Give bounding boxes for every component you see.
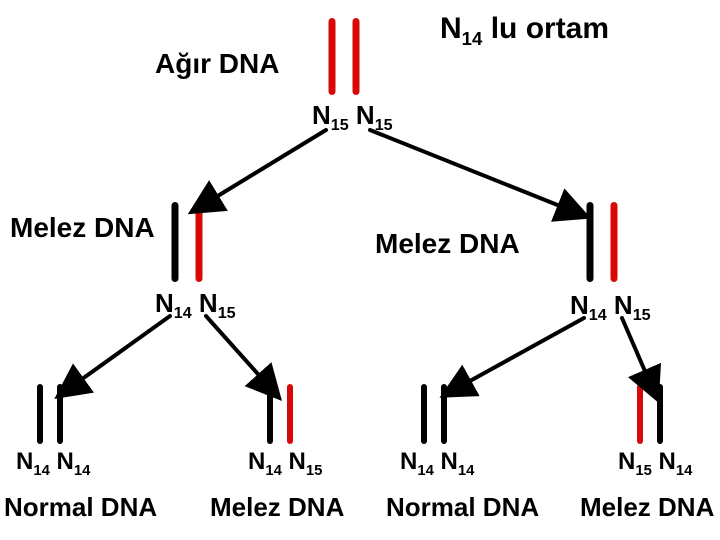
strand-b2-left <box>267 384 273 444</box>
arrow-4 <box>450 318 584 392</box>
strand-b1-right <box>57 384 63 444</box>
arrow-0 <box>198 130 326 208</box>
strand-midR-left <box>587 202 594 282</box>
strand-b4-right <box>657 384 663 444</box>
label-bot-label-3: Normal DNA <box>386 492 539 523</box>
strand-b3-right <box>441 384 447 444</box>
diagram-stage: N14 lu ortam Ağır DNA N15 N15 Melez DNA Mele… <box>0 0 720 540</box>
label-top-strands: N15 N15 <box>312 100 393 135</box>
diagram-svg <box>0 0 720 540</box>
label-bot-strand-3: N14 N14 <box>400 448 474 479</box>
label-bot-strand-1: N14 N14 <box>16 448 90 479</box>
label-bot-label-4: Melez DNA <box>580 492 714 523</box>
strand-b2-right <box>287 384 293 444</box>
label-bot-label-2: Melez DNA <box>210 492 344 523</box>
label-bot-strand-2: N14 N15 <box>248 448 322 479</box>
arrow-2 <box>64 316 170 392</box>
arrow-3 <box>206 316 274 392</box>
strand-b1-left <box>37 384 43 444</box>
label-heavy-dna: Ağır DNA <box>155 48 279 80</box>
label-title: N14 lu ortam <box>440 12 609 50</box>
label-bot-label-1: Normal DNA <box>4 492 157 523</box>
label-mid-strands-r: N14 N15 <box>570 290 651 325</box>
label-hybrid-left: Melez DNA <box>10 212 155 244</box>
strand-b4-left <box>637 384 643 444</box>
strand-top-right <box>353 18 360 95</box>
label-mid-strands-l: N14 N15 <box>155 288 236 323</box>
label-bot-strand-4: N15 N14 <box>618 448 692 479</box>
arrow-1 <box>370 130 580 214</box>
strand-midL-left <box>172 202 179 282</box>
strand-midR-right <box>611 202 618 282</box>
strand-midL-right <box>196 202 203 282</box>
strand-b3-left <box>421 384 427 444</box>
label-hybrid-right: Melez DNA <box>375 228 520 260</box>
arrow-5 <box>622 318 654 392</box>
strand-top-left <box>329 18 336 95</box>
